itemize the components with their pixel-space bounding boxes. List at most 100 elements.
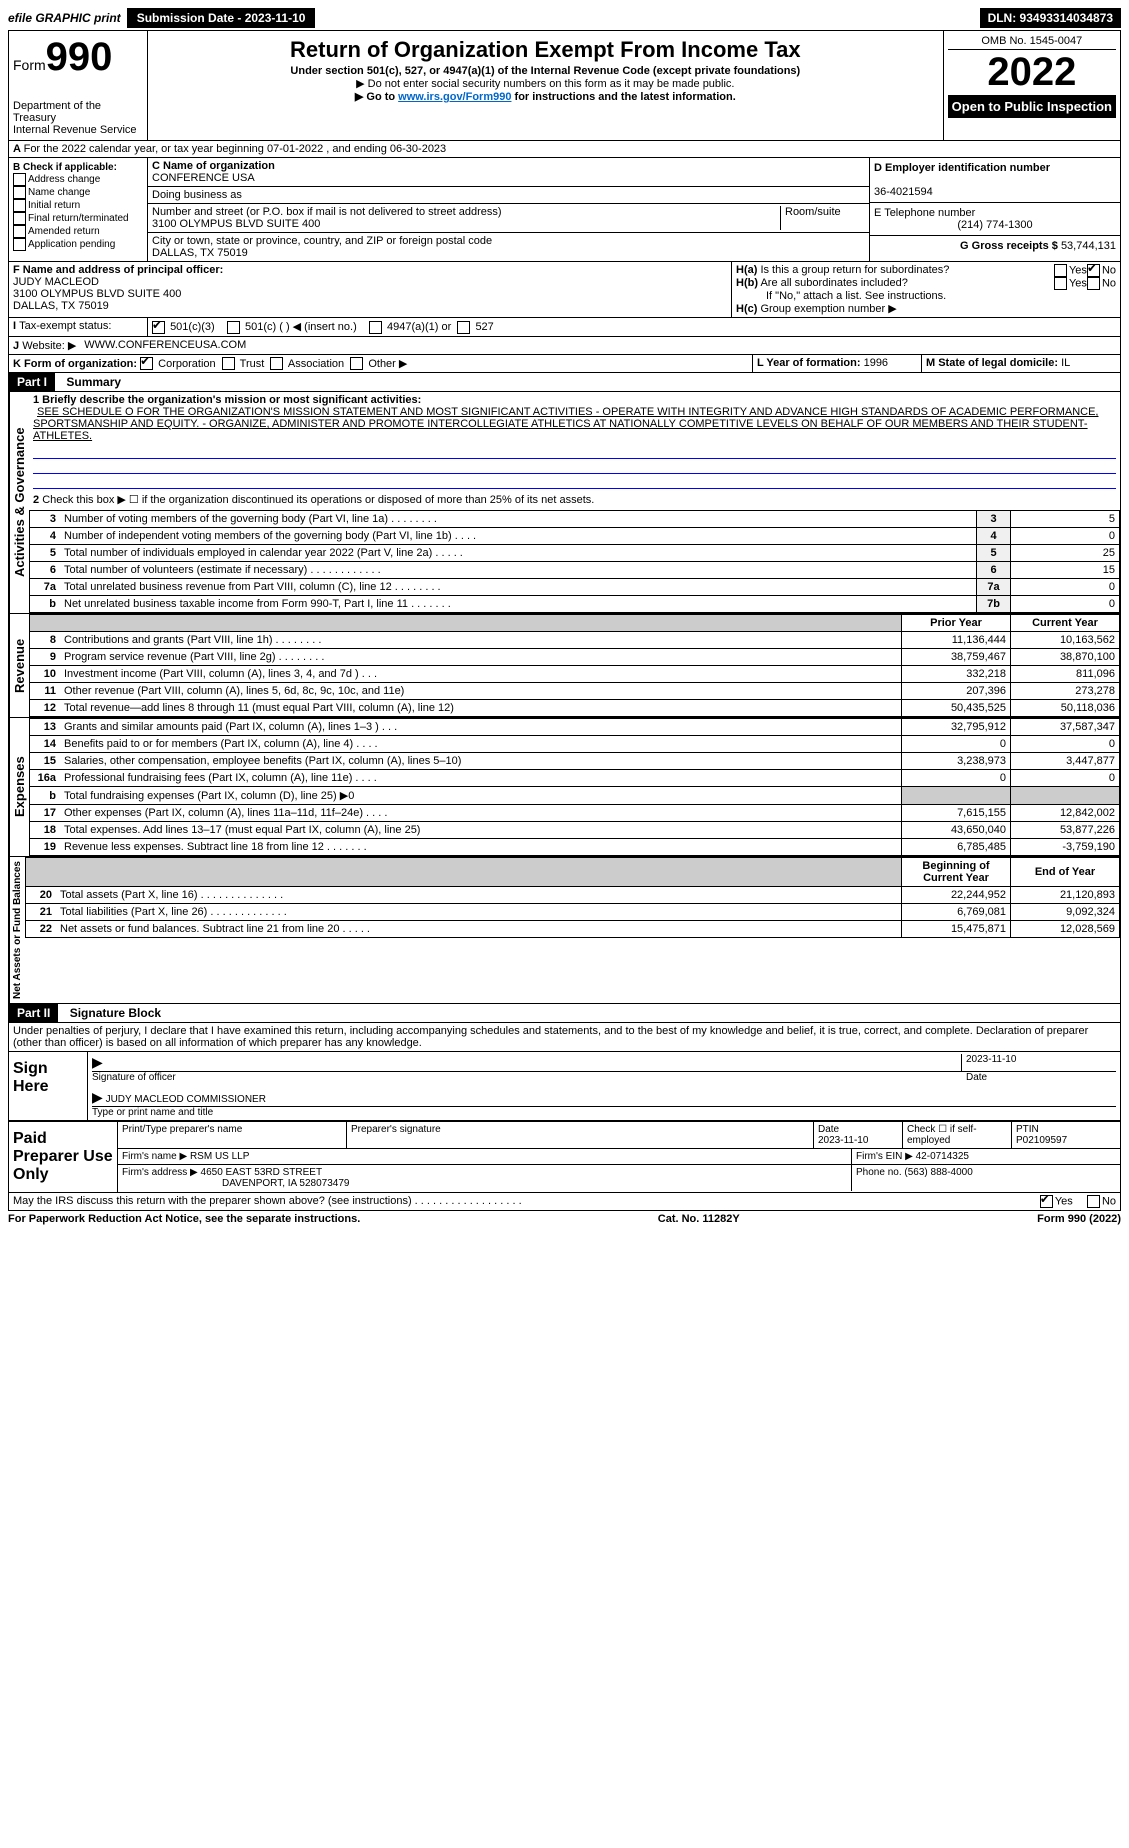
prep-phone-label: Phone no. xyxy=(856,1167,902,1178)
table-row: bTotal fundraising expenses (Part IX, co… xyxy=(30,787,1120,805)
side-expenses: Expenses xyxy=(9,718,29,856)
blank-line-3 xyxy=(33,474,1116,489)
irs-label: Internal Revenue Service xyxy=(13,124,143,136)
table-row: 10Investment income (Part VIII, column (… xyxy=(30,666,1120,683)
ein-value: 36-4021594 xyxy=(874,186,933,198)
netassets-section: Net Assets or Fund Balances Beginning of… xyxy=(8,857,1121,1004)
officer-name-title: JUDY MACLEOD COMMISSIONER xyxy=(106,1094,266,1105)
l-label: L Year of formation: xyxy=(757,357,861,369)
side-revenue: Revenue xyxy=(9,614,29,717)
discuss-no[interactable]: No xyxy=(1083,1193,1120,1210)
ha-no[interactable]: No xyxy=(1087,264,1116,277)
omb-number: OMB No. 1545-0047 xyxy=(948,35,1116,50)
chk-501c[interactable]: 501(c) ( ) ◀ (insert no.) xyxy=(227,321,357,333)
footer-left: For Paperwork Reduction Act Notice, see … xyxy=(8,1213,360,1225)
chk-501c3[interactable]: 501(c)(3) xyxy=(152,321,215,333)
firm-addr-label: Firm's address ▶ xyxy=(122,1167,198,1178)
submission-date-button[interactable]: Submission Date - 2023-11-10 xyxy=(127,8,316,28)
dba-label: Doing business as xyxy=(152,189,242,201)
part1-title: Summary xyxy=(58,375,121,389)
b-title: B Check if applicable: xyxy=(13,162,143,173)
table-row: 6Total number of volunteers (estimate if… xyxy=(30,562,1120,579)
governance-table: 3Number of voting members of the governi… xyxy=(29,510,1120,613)
section-fh: F Name and address of principal officer:… xyxy=(8,262,1121,318)
phone-value: (214) 774-1300 xyxy=(874,219,1116,231)
sign-date: 2023-11-10 xyxy=(961,1054,1116,1072)
chk-assoc[interactable]: Association xyxy=(270,358,344,370)
f-label: F Name and address of principal officer: xyxy=(13,264,223,276)
netassets-table: Beginning of Current YearEnd of Year20To… xyxy=(25,857,1120,938)
table-row: 7aTotal unrelated business revenue from … xyxy=(30,579,1120,596)
table-row: 13Grants and similar amounts paid (Part … xyxy=(30,719,1120,736)
discuss-yes[interactable]: Yes xyxy=(1036,1193,1077,1210)
prep-date-label: Date xyxy=(818,1124,839,1135)
tax-exempt-row: I Tax-exempt status: 501(c)(3) 501(c) ( … xyxy=(8,318,1121,337)
table-row: 8Contributions and grants (Part VIII, li… xyxy=(30,632,1120,649)
part2-title: Signature Block xyxy=(62,1006,161,1020)
form-header: Form990 Department of the Treasury Inter… xyxy=(8,30,1121,141)
table-row: 9Program service revenue (Part VIII, lin… xyxy=(30,649,1120,666)
period-row: A For the 2022 calendar year, or tax yea… xyxy=(8,141,1121,158)
org-info-column: C Name of organization CONFERENCE USA Do… xyxy=(148,158,869,261)
check-self[interactable]: Check ☐ if self-employed xyxy=(903,1122,1012,1148)
chk-527[interactable]: 527 xyxy=(457,321,493,333)
chk-name[interactable]: Name change xyxy=(13,186,143,199)
org-address: 3100 OLYMPUS BLVD SUITE 400 xyxy=(152,218,320,230)
blank-line-1 xyxy=(33,444,1116,459)
part1-label: Part I xyxy=(9,373,55,391)
penalty-text: Under penalties of perjury, I declare th… xyxy=(8,1023,1121,1052)
e-label: E Telephone number xyxy=(874,207,975,219)
id-column: D Employer identification number 36-4021… xyxy=(869,158,1120,261)
chk-corp[interactable]: Corporation xyxy=(140,358,216,370)
ssn-warning: ▶ Do not enter social security numbers o… xyxy=(154,77,937,90)
date-label: Date xyxy=(966,1072,1116,1083)
hb-no[interactable]: No xyxy=(1087,277,1116,290)
table-row: 12Total revenue—add lines 8 through 11 (… xyxy=(30,700,1120,717)
table-row: 15Salaries, other compensation, employee… xyxy=(30,753,1120,770)
ptin-label: PTIN xyxy=(1016,1124,1039,1135)
goto-pre: ▶ Go to xyxy=(355,91,398,103)
chk-trust[interactable]: Trust xyxy=(222,358,265,370)
mission-text: SEE SCHEDULE O FOR THE ORGANIZATION'S MI… xyxy=(33,404,1099,444)
officer-addr1: 3100 OLYMPUS BLVD SUITE 400 xyxy=(13,288,181,300)
d-label: D Employer identification number xyxy=(874,162,1050,174)
part2-label: Part II xyxy=(9,1004,58,1022)
m-label: M State of legal domicile: xyxy=(926,357,1058,369)
sig-officer-label: Signature of officer xyxy=(92,1072,966,1083)
table-row: 11Other revenue (Part VIII, column (A), … xyxy=(30,683,1120,700)
chk-amended[interactable]: Amended return xyxy=(13,225,143,238)
prep-phone: (563) 888-4000 xyxy=(904,1167,972,1178)
firm-addr1: 4650 EAST 53RD STREET xyxy=(201,1167,323,1178)
table-row: 14Benefits paid to or for members (Part … xyxy=(30,736,1120,753)
officer-name: JUDY MACLEOD xyxy=(13,276,99,288)
prep-name-label: Print/Type preparer's name xyxy=(118,1122,347,1148)
officer-addr2: DALLAS, TX 75019 xyxy=(13,300,109,312)
chk-address[interactable]: Address change xyxy=(13,173,143,186)
governance-section: Activities & Governance 1 Briefly descri… xyxy=(8,392,1121,614)
side-netassets: Net Assets or Fund Balances xyxy=(9,857,25,1003)
side-governance: Activities & Governance xyxy=(9,392,29,613)
table-row: 17Other expenses (Part IX, column (A), l… xyxy=(30,805,1120,822)
chk-initial[interactable]: Initial return xyxy=(13,199,143,212)
chk-4947[interactable]: 4947(a)(1) or xyxy=(369,321,451,333)
prep-sig-label: Preparer's signature xyxy=(347,1122,814,1148)
chk-final[interactable]: Final return/terminated xyxy=(13,212,143,225)
hb-yes[interactable]: Yes xyxy=(1054,277,1087,290)
j-label: Website: ▶ xyxy=(22,340,76,352)
part2-header-row: Part II Signature Block xyxy=(8,1004,1121,1023)
website-url[interactable]: WWW.CONFERENCEUSA.COM xyxy=(80,337,1120,354)
k-label: K Form of organization: xyxy=(13,358,137,370)
i-label: Tax-exempt status: xyxy=(19,320,111,332)
table-header-row: Beginning of Current YearEnd of Year xyxy=(26,858,1120,887)
open-inspection: Open to Public Inspection xyxy=(948,95,1116,118)
chk-other[interactable]: Other ▶ xyxy=(350,358,407,370)
revenue-table: Prior YearCurrent Year8Contributions and… xyxy=(29,614,1120,717)
chk-pending[interactable]: Application pending xyxy=(13,238,143,251)
footer-right: Form 990 (2022) xyxy=(1037,1213,1121,1225)
line2-text: Check this box ▶ ☐ if the organization d… xyxy=(42,494,594,506)
form-title: Return of Organization Exempt From Incom… xyxy=(154,37,937,63)
ha-yes[interactable]: Yes xyxy=(1054,264,1087,277)
table-row: 19Revenue less expenses. Subtract line 1… xyxy=(30,839,1120,856)
form-990-number: 990 xyxy=(46,35,113,79)
irs-link[interactable]: www.irs.gov/Form990 xyxy=(398,91,511,103)
